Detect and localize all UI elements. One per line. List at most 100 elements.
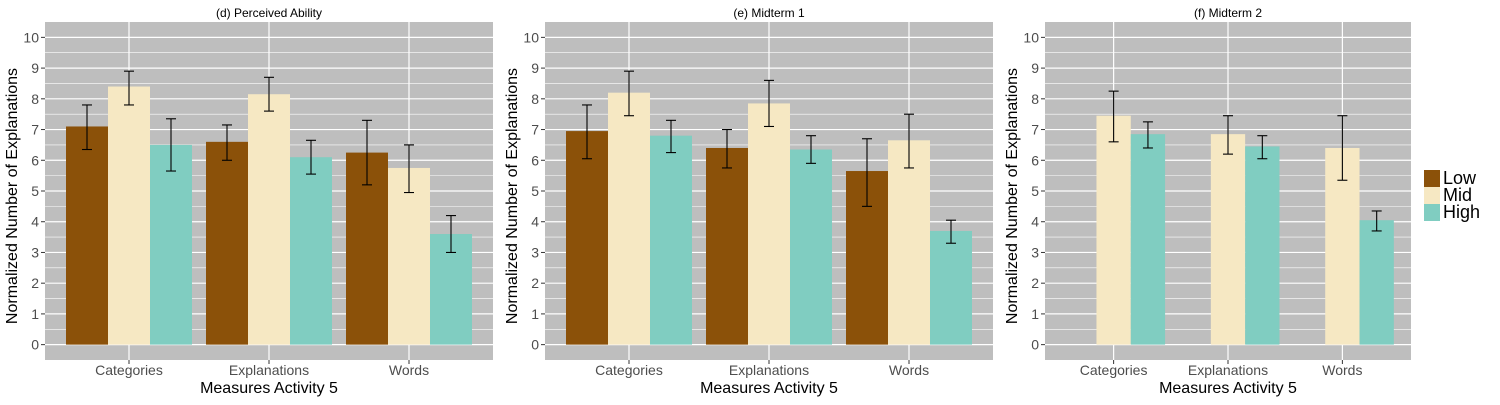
x-tick-label: Explanations [729, 362, 809, 378]
error-bar-mid [124, 70, 134, 106]
x-axis-title: Measures Activity 5 [1159, 380, 1297, 397]
legend-label-high: High [1443, 202, 1480, 222]
bar-low [206, 141, 248, 345]
bar-high [1245, 146, 1280, 345]
y-tick-label: 1 [1031, 306, 1039, 322]
bar-high [1359, 220, 1394, 345]
y-tick-label: 2 [531, 275, 539, 291]
y-tick-label: 1 [31, 306, 39, 322]
error-bar-mid [764, 79, 774, 128]
y-axis-title: Normalized Number of Explanations [1004, 68, 1021, 324]
error-bar-mid [624, 70, 634, 117]
y-tick-label: 8 [531, 91, 539, 107]
error-bar-low [222, 124, 232, 161]
error-bar-high [306, 139, 316, 175]
chart-panel-1: 0 1 2 3 4 5 6 7 8 9 10 Categories Explanations Words (… [504, 6, 993, 397]
chart-panel-0: 0 1 2 3 4 5 6 7 8 9 10 Categories Explanations Words (… [4, 6, 493, 397]
legend-key-low [1424, 170, 1440, 187]
bar-mid [388, 167, 430, 345]
bar-high [290, 157, 332, 345]
error-bar-high [946, 219, 956, 244]
y-tick-label: 6 [1031, 152, 1039, 168]
bar-mid [1210, 134, 1246, 345]
y-tick-label: 10 [523, 29, 539, 45]
y-tick-label: 7 [531, 122, 539, 138]
x-tick-label: Explanations [1188, 362, 1268, 378]
y-tick-label: 5 [31, 183, 39, 199]
y-tick-label: 3 [31, 244, 39, 260]
y-tick-label: 7 [31, 122, 39, 138]
x-axis-title: Measures Activity 5 [200, 380, 338, 397]
y-tick-label: 4 [1031, 214, 1039, 230]
error-bar-low [362, 119, 372, 186]
error-bar-high [666, 119, 676, 154]
y-tick-label: 5 [531, 183, 539, 199]
y-axis-title: Normalized Number of Explanations [504, 68, 521, 324]
y-tick-label: 8 [1031, 91, 1039, 107]
y-axis-title: Normalized Number of Explanations [4, 68, 21, 324]
y-tick-label: 9 [1031, 60, 1039, 76]
bar-mid [248, 94, 290, 345]
panel-title: (e) Midterm 1 [733, 6, 805, 20]
y-tick-label: 0 [31, 337, 39, 353]
y-tick-label: 2 [1031, 275, 1039, 291]
bar-high [650, 135, 692, 345]
x-tick-label: Words [1322, 362, 1362, 378]
y-tick-label: 10 [23, 29, 39, 45]
error-bar-mid [1108, 90, 1119, 143]
error-bar-high [1371, 210, 1382, 232]
bar-high [790, 149, 832, 345]
bar-mid [748, 103, 790, 345]
bar-high [150, 144, 192, 345]
error-bar-mid [264, 76, 274, 112]
error-bar-mid [404, 144, 414, 194]
legend-label-low: Low [1443, 168, 1477, 188]
bar-low [706, 147, 748, 345]
y-tick-label: 5 [1031, 183, 1039, 199]
x-tick-label: Words [889, 362, 929, 378]
error-bar-low [82, 104, 92, 151]
y-tick-label: 3 [531, 244, 539, 260]
bar-mid [1096, 115, 1131, 345]
legend-key-high [1424, 204, 1440, 221]
bar-mid [108, 86, 150, 345]
bar-low [566, 131, 608, 345]
y-tick-label: 4 [531, 214, 539, 230]
bar-high [930, 230, 972, 345]
error-bar-low [722, 128, 732, 169]
error-bar-high [806, 135, 816, 164]
error-bar-low [582, 104, 592, 160]
x-tick-label: Explanations [229, 362, 309, 378]
error-bar-mid [1337, 115, 1348, 181]
y-tick-label: 2 [31, 275, 39, 291]
bar-mid [608, 92, 650, 345]
y-tick-label: 4 [31, 214, 39, 230]
bar-mid [888, 140, 930, 345]
legend-label-mid: Mid [1443, 185, 1472, 205]
panel-title: (f) Midterm 2 [1194, 6, 1262, 20]
y-tick-label: 1 [531, 306, 539, 322]
x-tick-label: Categories [1080, 362, 1148, 378]
error-bar-high [446, 215, 456, 254]
y-tick-label: 0 [531, 337, 539, 353]
error-bar-low [862, 138, 872, 207]
y-tick-label: 9 [531, 60, 539, 76]
x-tick-label: Categories [595, 362, 663, 378]
panel-title: (d) Perceived Ability [216, 6, 322, 20]
y-tick-label: 6 [31, 152, 39, 168]
error-bar-high [1257, 135, 1268, 160]
y-tick-label: 0 [1031, 337, 1039, 353]
error-bar-mid [1223, 115, 1233, 155]
x-axis-title: Measures Activity 5 [700, 380, 838, 397]
y-tick-label: 6 [531, 152, 539, 168]
x-tick-label: Words [389, 362, 429, 378]
y-tick-label: 8 [31, 91, 39, 107]
error-bar-high [1142, 121, 1153, 149]
error-bar-mid [904, 113, 914, 169]
x-tick-label: Categories [95, 362, 163, 378]
y-tick-label: 9 [31, 60, 39, 76]
bar-high [1130, 134, 1166, 345]
